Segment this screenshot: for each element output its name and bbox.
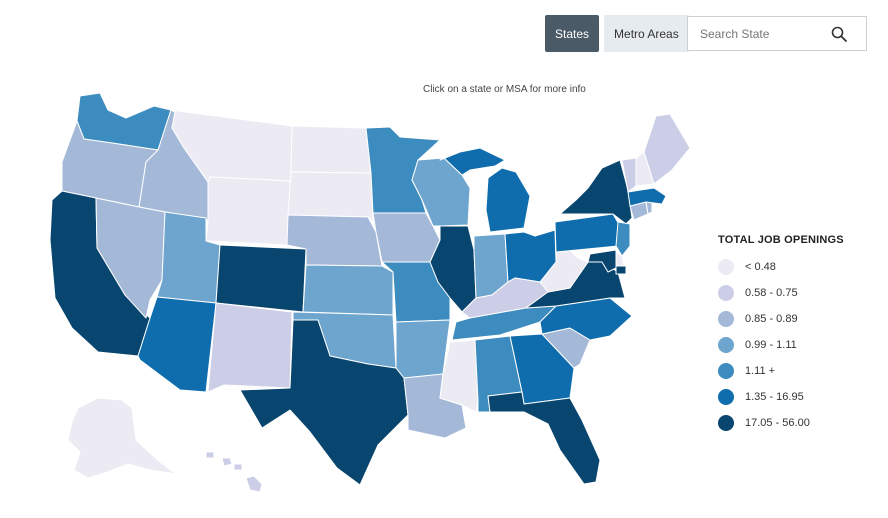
state-NV[interactable] xyxy=(95,197,166,319)
state-ND[interactable] xyxy=(290,125,372,174)
legend-swatch xyxy=(718,389,734,405)
legend-item: 0.58 - 0.75 xyxy=(718,280,844,306)
legend-swatch xyxy=(718,415,734,431)
state-MI-UP[interactable] xyxy=(439,147,506,176)
search-icon[interactable] xyxy=(830,25,848,43)
legend-label: 17.05 - 56.00 xyxy=(745,417,810,429)
state-IA[interactable] xyxy=(372,212,441,263)
legend-label: < 0.48 xyxy=(745,261,776,273)
state-AK[interactable] xyxy=(67,397,177,479)
state-CO[interactable] xyxy=(215,244,307,313)
state-DC[interactable] xyxy=(615,265,627,275)
search-box xyxy=(687,16,867,51)
legend-swatch xyxy=(718,259,734,275)
legend-item: 0.99 - 1.11 xyxy=(718,332,844,358)
state-ME[interactable] xyxy=(643,113,691,185)
legend-item: < 0.48 xyxy=(718,254,844,280)
state-MI[interactable] xyxy=(485,167,531,233)
state-HI-2[interactable] xyxy=(221,457,233,467)
metro-areas-button[interactable]: Metro Areas xyxy=(604,15,689,52)
state-IL[interactable] xyxy=(429,225,477,313)
state-FL[interactable] xyxy=(487,391,601,485)
state-PA[interactable] xyxy=(554,213,621,253)
legend-swatch xyxy=(718,311,734,327)
state-HI[interactable] xyxy=(245,475,263,493)
legend-label: 0.99 - 1.11 xyxy=(745,339,797,351)
state-WV[interactable] xyxy=(539,249,589,293)
state-NY[interactable] xyxy=(559,159,633,225)
map-hint: Click on a state or MSA for more info xyxy=(423,84,586,95)
legend-swatch xyxy=(718,363,734,379)
search-input[interactable] xyxy=(698,25,832,42)
view-toggle: States Metro Areas xyxy=(545,15,689,52)
legend-item: 17.05 - 56.00 xyxy=(718,410,844,436)
state-AZ[interactable] xyxy=(137,296,217,393)
state-HI-4[interactable] xyxy=(205,451,215,459)
state-WY[interactable] xyxy=(205,176,292,246)
state-KS[interactable] xyxy=(302,264,394,316)
state-NJ[interactable] xyxy=(615,221,631,257)
legend-swatch xyxy=(718,285,734,301)
legend-label: 1.11 + xyxy=(745,365,776,377)
state-TX[interactable] xyxy=(239,319,409,486)
legend-swatch xyxy=(718,337,734,353)
legend-title: TOTAL JOB OPENINGS xyxy=(718,234,844,246)
legend-item: 1.11 + xyxy=(718,358,844,384)
state-HI-3[interactable] xyxy=(233,463,243,471)
map-legend: TOTAL JOB OPENINGS < 0.48 0.58 - 0.75 0.85… xyxy=(718,234,844,436)
legend-item: 0.85 - 0.89 xyxy=(718,306,844,332)
state-MD[interactable] xyxy=(587,249,617,273)
state-MA[interactable] xyxy=(627,187,667,207)
legend-label: 0.85 - 0.89 xyxy=(745,313,798,325)
states-button[interactable]: States xyxy=(545,15,600,52)
legend-item: 1.35 - 16.95 xyxy=(718,384,844,410)
state-NM[interactable] xyxy=(207,302,293,393)
legend-label: 0.58 - 0.75 xyxy=(745,287,798,299)
legend-label: 1.35 - 16.95 xyxy=(745,391,804,403)
state-AR[interactable] xyxy=(395,319,451,379)
state-SD[interactable] xyxy=(287,171,374,224)
